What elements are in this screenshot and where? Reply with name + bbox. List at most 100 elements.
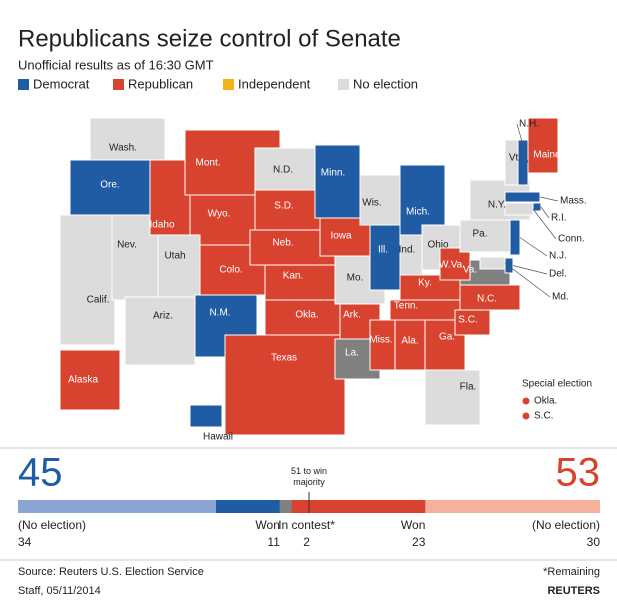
state-label: Md. <box>552 292 569 303</box>
state-label: N.M. <box>209 308 230 319</box>
credit: Staff, 05/11/2014 <box>18 585 101 597</box>
state <box>369 319 396 371</box>
state <box>359 174 401 226</box>
state <box>189 404 223 428</box>
state <box>504 202 534 216</box>
state-label: Ky. <box>418 278 432 289</box>
legend-swatch <box>223 79 234 90</box>
subtitle: Unofficial results as of 16:30 GMT <box>18 57 214 72</box>
bar-label: (No election) <box>532 518 600 532</box>
leader-line <box>519 237 548 257</box>
bar-segment <box>425 500 600 513</box>
legend-label: No election <box>353 76 418 91</box>
title: Republicans seize control of Senate <box>18 25 401 52</box>
state <box>504 257 514 274</box>
rep-total: 53 <box>556 451 601 495</box>
state <box>264 264 341 301</box>
leader-line <box>512 265 548 275</box>
state-label: Vt. <box>509 153 521 164</box>
state-label: Va. <box>463 265 477 276</box>
state <box>439 247 471 281</box>
leader-line <box>539 196 559 202</box>
state-label: Ohio <box>427 240 449 251</box>
state-label: N.H. <box>519 119 539 130</box>
state-label: N.J. <box>549 251 567 262</box>
state <box>314 144 361 219</box>
leader-line <box>516 123 529 163</box>
state <box>124 296 196 366</box>
state-label: S.C. <box>458 315 477 326</box>
state-label: Wyo. <box>208 209 231 220</box>
state-label: Mich. <box>406 207 430 218</box>
leader-line <box>540 206 550 219</box>
state-label: N.C. <box>477 294 497 305</box>
state <box>59 214 116 346</box>
bar-segment <box>215 500 280 513</box>
bar-value: 30 <box>587 535 601 549</box>
bar-label: In contest* <box>278 518 335 532</box>
state-label: Neb. <box>272 238 293 249</box>
bar-label: Won <box>255 518 279 532</box>
leader-line <box>532 208 557 240</box>
state <box>459 284 521 311</box>
state-label: Mo. <box>347 273 364 284</box>
state-label: Tenn. <box>394 301 418 312</box>
bar-value: 11 <box>267 535 280 549</box>
state-label: R.I. <box>551 213 567 224</box>
state-label: Minn. <box>321 168 345 179</box>
state <box>69 159 156 216</box>
state-label: Ark. <box>343 310 361 321</box>
state <box>369 224 401 291</box>
bar-segment <box>18 500 216 513</box>
state <box>509 219 521 256</box>
state-label: Wis. <box>362 198 381 209</box>
state <box>424 369 481 426</box>
dem-total: 45 <box>18 451 63 495</box>
state-label: Calif. <box>87 295 110 306</box>
legend-swatch <box>113 79 124 90</box>
state <box>157 234 201 298</box>
state-label: Hawaii <box>203 432 233 443</box>
state-label: Ga. <box>439 332 455 343</box>
state-label: Pa. <box>472 229 487 240</box>
legend-label: Republican <box>128 76 193 91</box>
state <box>479 256 506 270</box>
legend-swatch <box>18 79 29 90</box>
special-title: Special election <box>522 379 592 390</box>
legend-label: Independent <box>238 76 311 91</box>
state-label: Idaho <box>149 220 174 231</box>
state-label: La. <box>345 348 359 359</box>
state-label: Colo. <box>219 265 242 276</box>
special-label: Okla. <box>534 396 557 407</box>
bar-value: 34 <box>18 535 32 549</box>
legend-swatch <box>338 79 349 90</box>
state-label: Mont. <box>195 158 220 169</box>
state <box>224 334 346 436</box>
state-label: Ore. <box>100 180 119 191</box>
bar-value: 2 <box>303 535 310 549</box>
state-label: Iowa <box>330 231 352 242</box>
state-label: N.D. <box>273 165 293 176</box>
legend-label: Democrat <box>33 76 90 91</box>
bar-value: 23 <box>412 535 426 549</box>
state-label: Mass. <box>560 196 587 207</box>
state-label: W.Va. <box>439 260 465 271</box>
state-label: Kan. <box>283 271 304 282</box>
state <box>399 164 446 236</box>
state-label: Alaska <box>68 375 98 386</box>
state-label: Fla. <box>460 382 477 393</box>
state <box>504 191 541 203</box>
bar-segment <box>279 500 292 513</box>
brand: REUTERS <box>547 585 600 597</box>
state-label: Del. <box>549 269 567 280</box>
bar-label: (No election) <box>18 518 86 532</box>
state-label: Ala. <box>401 336 418 347</box>
state-label: Ariz. <box>153 311 173 322</box>
state <box>394 319 426 371</box>
state-label: S.D. <box>274 201 293 212</box>
state <box>399 234 423 281</box>
state <box>149 159 191 236</box>
state-label: Texas <box>271 353 297 364</box>
state-label: Ill. <box>378 245 388 256</box>
state <box>504 139 519 186</box>
